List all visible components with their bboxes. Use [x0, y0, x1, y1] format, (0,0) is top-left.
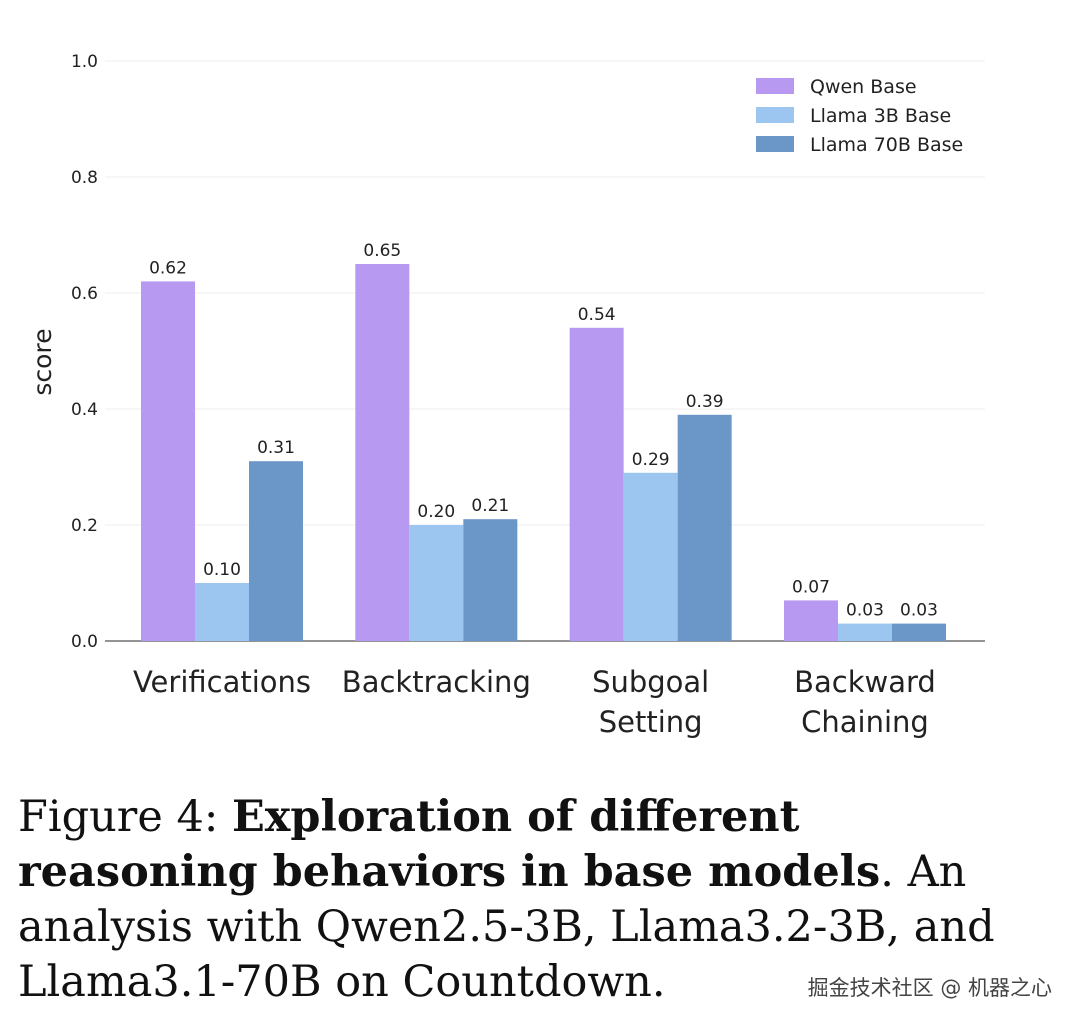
- bars: [141, 264, 946, 641]
- data-label: 0.20: [417, 502, 455, 522]
- y-tick-label: 0.2: [71, 516, 98, 536]
- category-label: Chaining: [801, 705, 929, 739]
- watermark: 掘金技术社区 @ 机器之心: [807, 976, 1052, 1000]
- bar: [783, 600, 838, 641]
- y-tick-label: 0.4: [71, 400, 98, 420]
- legend-swatch: [756, 78, 794, 94]
- bar: [463, 519, 518, 641]
- y-axis-ticks: 0.0 0.2 0.4 0.6 0.8 1.0: [71, 52, 98, 652]
- category-label: Setting: [599, 705, 703, 739]
- bar-chart: 0.00.20.40.60.81.0 0.620.100.310.650.20 0…: [28, 52, 985, 739]
- y-tick-label: 0.6: [71, 284, 98, 304]
- bar: [409, 525, 464, 641]
- caption-rest: . An analysis with Qwen2.5-3B, Llama3.2-…: [18, 847, 995, 1007]
- category-label: Subgoal: [592, 665, 709, 699]
- legend-entry: Llama 70B Base: [810, 134, 963, 156]
- data-label: 0.03: [900, 601, 938, 621]
- y-axis-label: score: [28, 328, 57, 395]
- category-label: Backward: [794, 665, 936, 699]
- data-label: 0.54: [578, 305, 616, 325]
- bar: [141, 281, 195, 641]
- data-label: 0.29: [632, 450, 670, 470]
- caption-prefix: Figure 4:: [18, 792, 232, 842]
- data-label: 0.03: [846, 601, 884, 621]
- x-axis-categories: Verifications Backtracking Subgoal Setting B…: [133, 665, 936, 739]
- bar: [355, 264, 410, 641]
- data-label: 0.62: [149, 258, 187, 278]
- legend: Qwen Base Llama 3B Base Llama 70B Base: [756, 76, 963, 156]
- legend-swatch: [756, 107, 794, 123]
- data-label: 0.21: [471, 496, 509, 516]
- bar: [195, 583, 249, 641]
- caption-bold: Exploration of different reasoning behav…: [18, 792, 881, 897]
- data-label: 0.31: [257, 438, 295, 458]
- data-label: 0.07: [792, 577, 830, 597]
- figure-caption: Figure 4: Exploration of different reaso…: [18, 790, 1018, 1010]
- bar: [569, 327, 624, 641]
- legend-entry: Qwen Base: [810, 76, 917, 98]
- category-label: Backtracking: [342, 665, 531, 699]
- data-labels: 0.62 0.10 0.31 0.65 0.20 0.21 0.54 0.29 0.39 0.07…: [149, 241, 938, 621]
- bar: [623, 472, 678, 641]
- data-label: 0.65: [363, 241, 401, 261]
- legend-entry: Llama 3B Base: [810, 105, 951, 127]
- data-label: 0.39: [686, 392, 724, 412]
- bar: [249, 461, 303, 641]
- bar: [677, 414, 732, 641]
- bar: [837, 623, 892, 641]
- data-label: 0.10: [203, 560, 241, 580]
- y-tick-label: 0.8: [71, 168, 98, 188]
- y-tick-label: 1.0: [71, 52, 98, 72]
- y-tick-label: 0.0: [71, 632, 98, 652]
- bar: [891, 623, 946, 641]
- category-label: Verifications: [133, 665, 311, 699]
- legend-swatch: [756, 136, 794, 152]
